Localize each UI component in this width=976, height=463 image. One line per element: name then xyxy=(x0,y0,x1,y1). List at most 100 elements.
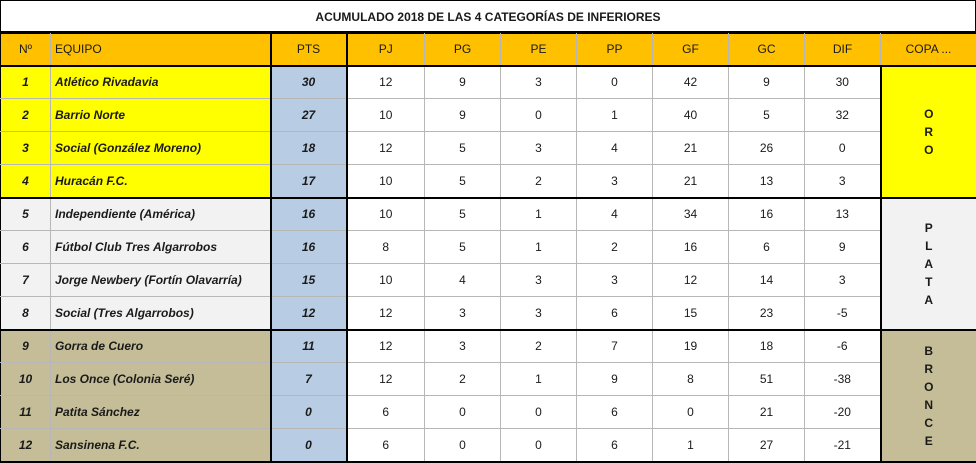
table-row: 10 Los Once (Colonia Seré) 7 12 2 1 9 8 51 -38 xyxy=(0,362,976,396)
cell-pg: 5 xyxy=(424,164,501,199)
cell-pg: 2 xyxy=(424,362,501,396)
cup-letter: B xyxy=(924,343,934,358)
cup-letter: T xyxy=(925,274,933,289)
cell-pe: 3 xyxy=(500,131,577,165)
cell-pts: 16 xyxy=(269,230,348,264)
cell-pp: 0 xyxy=(576,65,653,99)
cell-pts: 27 xyxy=(269,98,348,132)
cell-dif: 9 xyxy=(804,230,881,264)
table-row: 12 Sansinena F.C. 0 6 0 0 6 1 27 -21 xyxy=(0,428,976,463)
cup-letter: C xyxy=(924,415,934,430)
cell-pts: 11 xyxy=(269,329,348,363)
cup-letter: O xyxy=(924,379,934,394)
cell-gc: 6 xyxy=(728,230,805,264)
cell-gf: 19 xyxy=(652,329,729,363)
cell-gc: 14 xyxy=(728,263,805,297)
cell-team: Atlético Rivadavia xyxy=(50,65,271,99)
cell-pos: 2 xyxy=(0,98,51,132)
header-pj: PJ xyxy=(346,33,425,67)
standings-body: 1 Atlético Rivadavia 30 12 9 3 0 42 9 30 O R O 2 Barri… xyxy=(0,65,976,463)
cell-team: Huracán F.C. xyxy=(50,164,271,199)
cell-pos: 9 xyxy=(0,329,51,363)
cell-pts: 17 xyxy=(269,164,348,199)
table-row: 9 Gorra de Cuero 11 12 3 2 7 19 18 -6 B R O N C E xyxy=(0,329,976,463)
cell-pg: 5 xyxy=(424,230,501,264)
cell-pe: 1 xyxy=(500,197,577,231)
cell-pts: 12 xyxy=(269,296,348,331)
cell-pts: 30 xyxy=(269,65,348,99)
cell-dif: -5 xyxy=(804,296,881,331)
cell-dif: -21 xyxy=(804,428,881,463)
cup-letter: R xyxy=(924,124,934,139)
cell-pj: 12 xyxy=(346,131,425,165)
cell-pj: 10 xyxy=(346,197,425,231)
cell-pp: 6 xyxy=(576,395,653,429)
cell-pg: 3 xyxy=(424,329,501,363)
cell-pp: 3 xyxy=(576,263,653,297)
table-row: 2 Barrio Norte 27 10 9 0 1 40 5 32 xyxy=(0,98,976,132)
cell-pg: 0 xyxy=(424,428,501,463)
cell-pos: 10 xyxy=(0,362,51,396)
cell-gf: 1 xyxy=(652,428,729,463)
cell-pe: 1 xyxy=(500,362,577,396)
cell-dif: 0 xyxy=(804,131,881,165)
cell-pj: 10 xyxy=(346,98,425,132)
cell-team: Social (Tres Algarrobos) xyxy=(50,296,271,331)
cell-gc: 13 xyxy=(728,164,805,199)
table-row: 5 Independiente (América) 16 10 5 1 4 34 16 13 P L A… xyxy=(0,197,976,331)
header-row: Nº EQUIPO PTS PJ PG PE PP GF GC DIF COPA… xyxy=(0,33,976,67)
cell-pj: 10 xyxy=(346,164,425,199)
cell-pj: 6 xyxy=(346,428,425,463)
cell-dif: 3 xyxy=(804,164,881,199)
cup-letter: E xyxy=(924,433,933,448)
cell-dif: 3 xyxy=(804,263,881,297)
header-team: EQUIPO xyxy=(50,33,271,67)
cell-pos: 5 xyxy=(0,197,51,231)
cell-pts: 18 xyxy=(269,131,348,165)
header-pp: PP xyxy=(576,33,653,67)
cell-pp: 3 xyxy=(576,164,653,199)
cell-pe: 0 xyxy=(500,428,577,463)
cell-pj: 12 xyxy=(346,329,425,363)
cell-pp: 6 xyxy=(576,428,653,463)
cell-pj: 12 xyxy=(346,65,425,99)
cell-pg: 4 xyxy=(424,263,501,297)
cell-gc: 21 xyxy=(728,395,805,429)
cell-pp: 2 xyxy=(576,230,653,264)
cell-pg: 5 xyxy=(424,131,501,165)
cell-pe: 0 xyxy=(500,395,577,429)
cell-pg: 9 xyxy=(424,98,501,132)
cell-team: Gorra de Cuero xyxy=(50,329,271,363)
cell-pj: 10 xyxy=(346,263,425,297)
cell-gc: 51 xyxy=(728,362,805,396)
cell-pe: 3 xyxy=(500,296,577,331)
cup-letter: L xyxy=(925,238,933,253)
cell-dif: 32 xyxy=(804,98,881,132)
cell-gf: 42 xyxy=(652,65,729,99)
sheet-title: ACUMULADO 2018 DE LAS 4 CATEGORÍAS DE IN… xyxy=(0,0,976,33)
cell-gc: 26 xyxy=(728,131,805,165)
cell-gc: 5 xyxy=(728,98,805,132)
cup-letter: O xyxy=(924,106,934,121)
cell-pe: 2 xyxy=(500,164,577,199)
cell-team: Social (González Moreno) xyxy=(50,131,271,165)
cell-dif: 30 xyxy=(804,65,881,99)
cell-pg: 0 xyxy=(424,395,501,429)
cell-pos: 6 xyxy=(0,230,51,264)
standings-table: Nº EQUIPO PTS PJ PG PE PP GF GC DIF COPA… xyxy=(0,33,976,463)
header-pts: PTS xyxy=(269,33,348,67)
cell-pe: 3 xyxy=(500,65,577,99)
cell-pp: 6 xyxy=(576,296,653,331)
cup-letter: N xyxy=(924,397,934,412)
cell-team: Barrio Norte xyxy=(50,98,271,132)
header-gf: GF xyxy=(652,33,729,67)
table-row: 1 Atlético Rivadavia 30 12 9 3 0 42 9 30 O R O xyxy=(0,65,976,199)
cell-team: Fútbol Club Tres Algarrobos xyxy=(50,230,271,264)
cup-letter: P xyxy=(924,220,933,235)
cell-gc: 16 xyxy=(728,197,805,231)
cell-pos: 7 xyxy=(0,263,51,297)
cell-pos: 11 xyxy=(0,395,51,429)
cell-pp: 9 xyxy=(576,362,653,396)
cell-gc: 9 xyxy=(728,65,805,99)
